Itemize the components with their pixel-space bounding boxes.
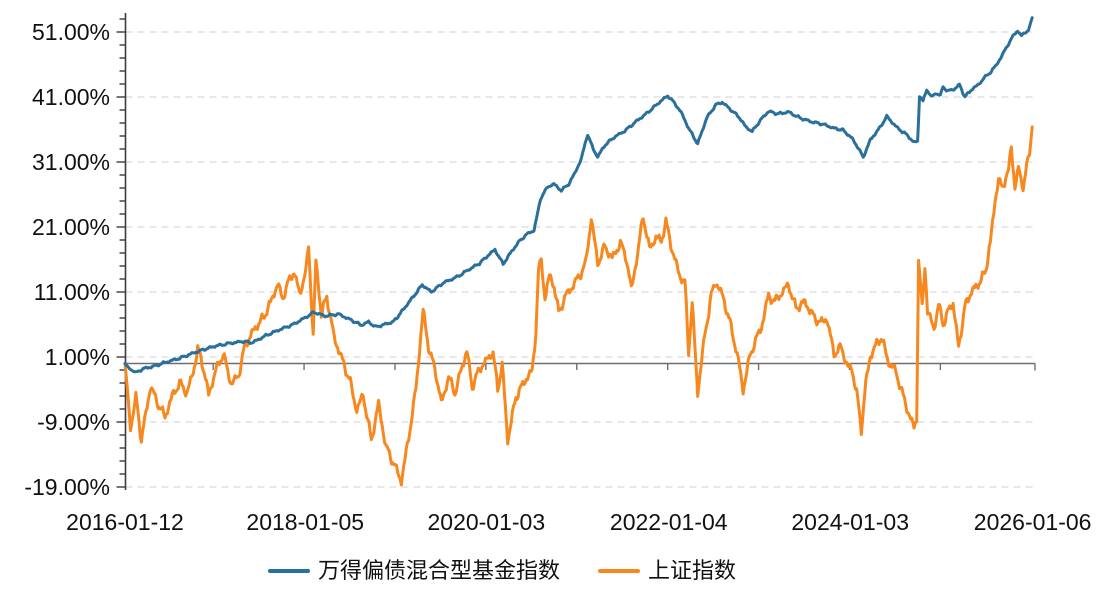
legend-item-sse-index: 上证指数 [598, 560, 736, 582]
y-tick-label: 1.00% [45, 344, 110, 370]
y-tick-label: -9.00% [37, 409, 110, 435]
y-tick-label: -19.00% [24, 474, 110, 500]
x-tick-label: 2022-01-04 [610, 509, 728, 535]
fund-index-legend-label: 万得偏债混合型基金指数 [318, 558, 561, 583]
x-tick-label: 2026-01-06 [974, 509, 1092, 535]
y-tick-label: 21.00% [32, 214, 110, 240]
sse-index-line-swatch [598, 569, 641, 573]
y-tick-label: 41.00% [32, 84, 110, 110]
fund-index-line-swatch [268, 569, 310, 573]
series-line-sse-index [123, 125, 1034, 487]
y-tick-label: 31.00% [32, 149, 110, 175]
x-tick-label: 2020-01-03 [427, 509, 545, 535]
series-line-fund-index [123, 16, 1034, 374]
legend: 万得偏债混合型基金指数 上证指数 [268, 560, 736, 582]
legend-item-fund-index: 万得偏债混合型基金指数 [268, 560, 560, 582]
y-tick-label: 11.00% [34, 279, 110, 305]
sse-index-legend-label: 上证指数 [648, 558, 737, 583]
x-tick-label: 2018-01-05 [246, 509, 364, 535]
x-tick-label: 2024-01-03 [791, 509, 909, 535]
y-tick-label: 51.00% [32, 19, 110, 45]
x-tick-label: 2016-01-12 [66, 509, 184, 535]
